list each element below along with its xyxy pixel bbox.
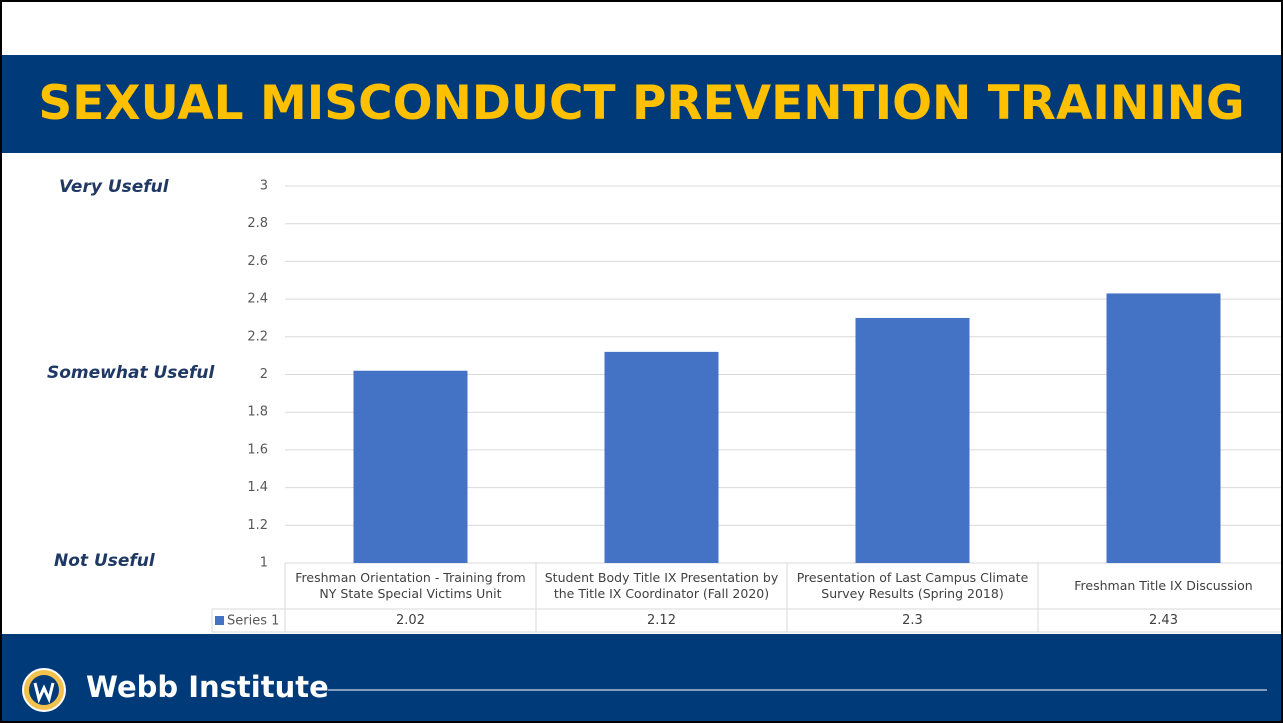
x-tick-label: Freshman Title IX Discussion <box>1074 578 1253 593</box>
axis-annotation: Very Useful <box>59 177 169 197</box>
y-tick-label: 2.8 <box>247 216 268 231</box>
header-band <box>2 55 1281 153</box>
y-tick-label: 2.2 <box>247 329 268 344</box>
bar <box>604 351 719 563</box>
y-tick-label: 3 <box>260 179 268 194</box>
table-value: 2.02 <box>396 613 425 628</box>
bar <box>353 370 468 563</box>
y-tick-label: 2 <box>260 367 268 382</box>
x-tick-label: Freshman Orientation - Training from NY … <box>295 570 526 601</box>
bar <box>1106 293 1221 563</box>
x-tick-label: Presentation of Last Campus Climate Surv… <box>796 570 1029 601</box>
y-tick-label: 1.2 <box>247 518 268 533</box>
legend-label: Series 1 <box>227 614 279 629</box>
y-tick-label: 2.4 <box>247 292 268 307</box>
table-value: 2.3 <box>902 613 923 628</box>
bar <box>855 317 970 563</box>
y-tick-label: 2.6 <box>247 254 268 269</box>
y-tick-label: 1.4 <box>247 480 268 495</box>
y-tick-label: 1 <box>260 556 268 571</box>
organization-name: Webb Institute <box>86 670 329 704</box>
slide-title: SEXUAL MISCONDUCT PREVENTION TRAINING <box>38 76 1245 131</box>
legend-swatch <box>215 616 224 625</box>
x-tick-label: Student Body Title IX Presentation by th… <box>544 570 779 601</box>
y-tick-label: 1.8 <box>247 405 268 420</box>
table-value: 2.43 <box>1149 613 1178 628</box>
y-tick-label: 1.6 <box>247 442 268 457</box>
axis-annotation: Somewhat Useful <box>47 363 215 383</box>
table-value: 2.12 <box>647 613 676 628</box>
axis-annotation: Not Useful <box>54 551 155 571</box>
footer-band <box>2 634 1281 721</box>
